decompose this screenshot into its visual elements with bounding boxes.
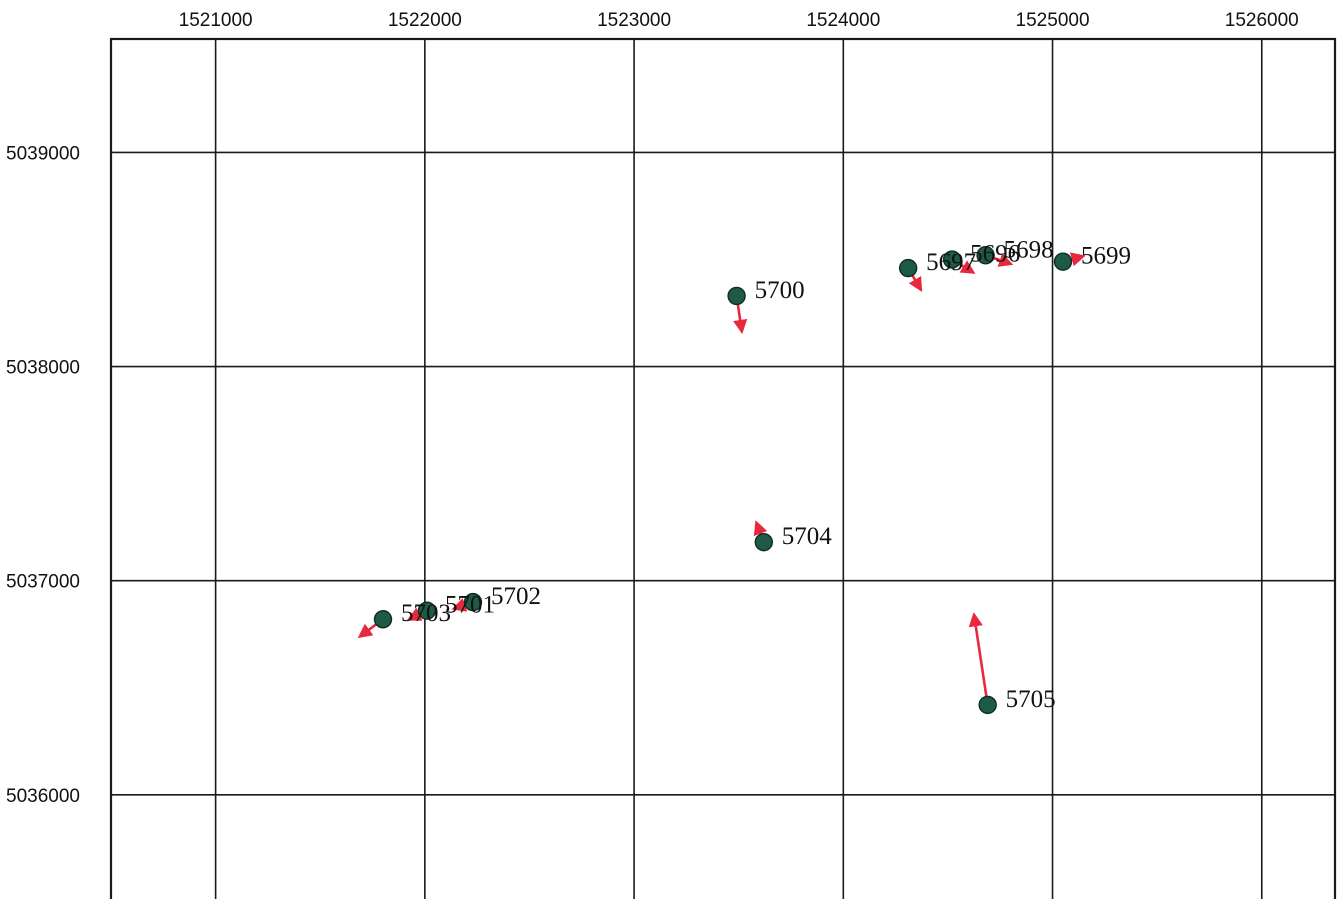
station-marker-5701 (417, 601, 437, 620)
x-axis-tick-labels: 1521000 1522000 1523000 1524000 1525000 15260… (179, 10, 1299, 31)
station-marker-5699 (1053, 252, 1073, 271)
map-frame (109, 37, 1337, 899)
station-marker-5697 (898, 258, 918, 278)
station-label-5704: 5704 (782, 523, 833, 550)
grid-layer (111, 39, 1335, 899)
station-marker-5702 (463, 592, 483, 612)
station-marker-5704 (754, 532, 773, 552)
x-tick-label: 1524000 (806, 10, 880, 31)
station-marker-5705 (978, 695, 997, 715)
displacement-arrow-5705 (968, 612, 989, 706)
displacement-vectors (357, 252, 1086, 706)
y-axis-tick-labels: 5039000 5038000 5037000 5036000 (6, 143, 80, 806)
x-tick-label: 1526000 (1225, 10, 1299, 31)
station-marker-5698 (976, 246, 995, 265)
station-marker-5700 (727, 286, 746, 306)
station-label-5703: 5703 (401, 600, 451, 627)
x-tick-label: 1523000 (597, 10, 671, 31)
y-tick-label: 5036000 (6, 786, 80, 807)
station-marker-5696 (942, 250, 962, 269)
station-marker-5703 (373, 610, 393, 629)
station-label-5698: 5698 (1004, 236, 1054, 263)
x-tick-label: 1521000 (179, 10, 253, 31)
station-label-5700: 5700 (755, 277, 805, 304)
station-label-5697: 5697 (926, 249, 976, 276)
station-label-5702: 5702 (491, 583, 541, 610)
station-label-5696: 5696 (970, 241, 1020, 268)
station-label-5701: 5701 (445, 592, 495, 619)
x-tick-label: 1525000 (1016, 10, 1090, 31)
station-label-5699: 5699 (1081, 243, 1131, 270)
y-tick-label: 5039000 (6, 143, 80, 164)
y-tick-label: 5037000 (6, 572, 80, 593)
x-tick-label: 1522000 (388, 10, 462, 31)
station-label-5705: 5705 (1006, 686, 1056, 713)
stations (373, 246, 1073, 715)
y-tick-label: 5038000 (6, 358, 80, 379)
